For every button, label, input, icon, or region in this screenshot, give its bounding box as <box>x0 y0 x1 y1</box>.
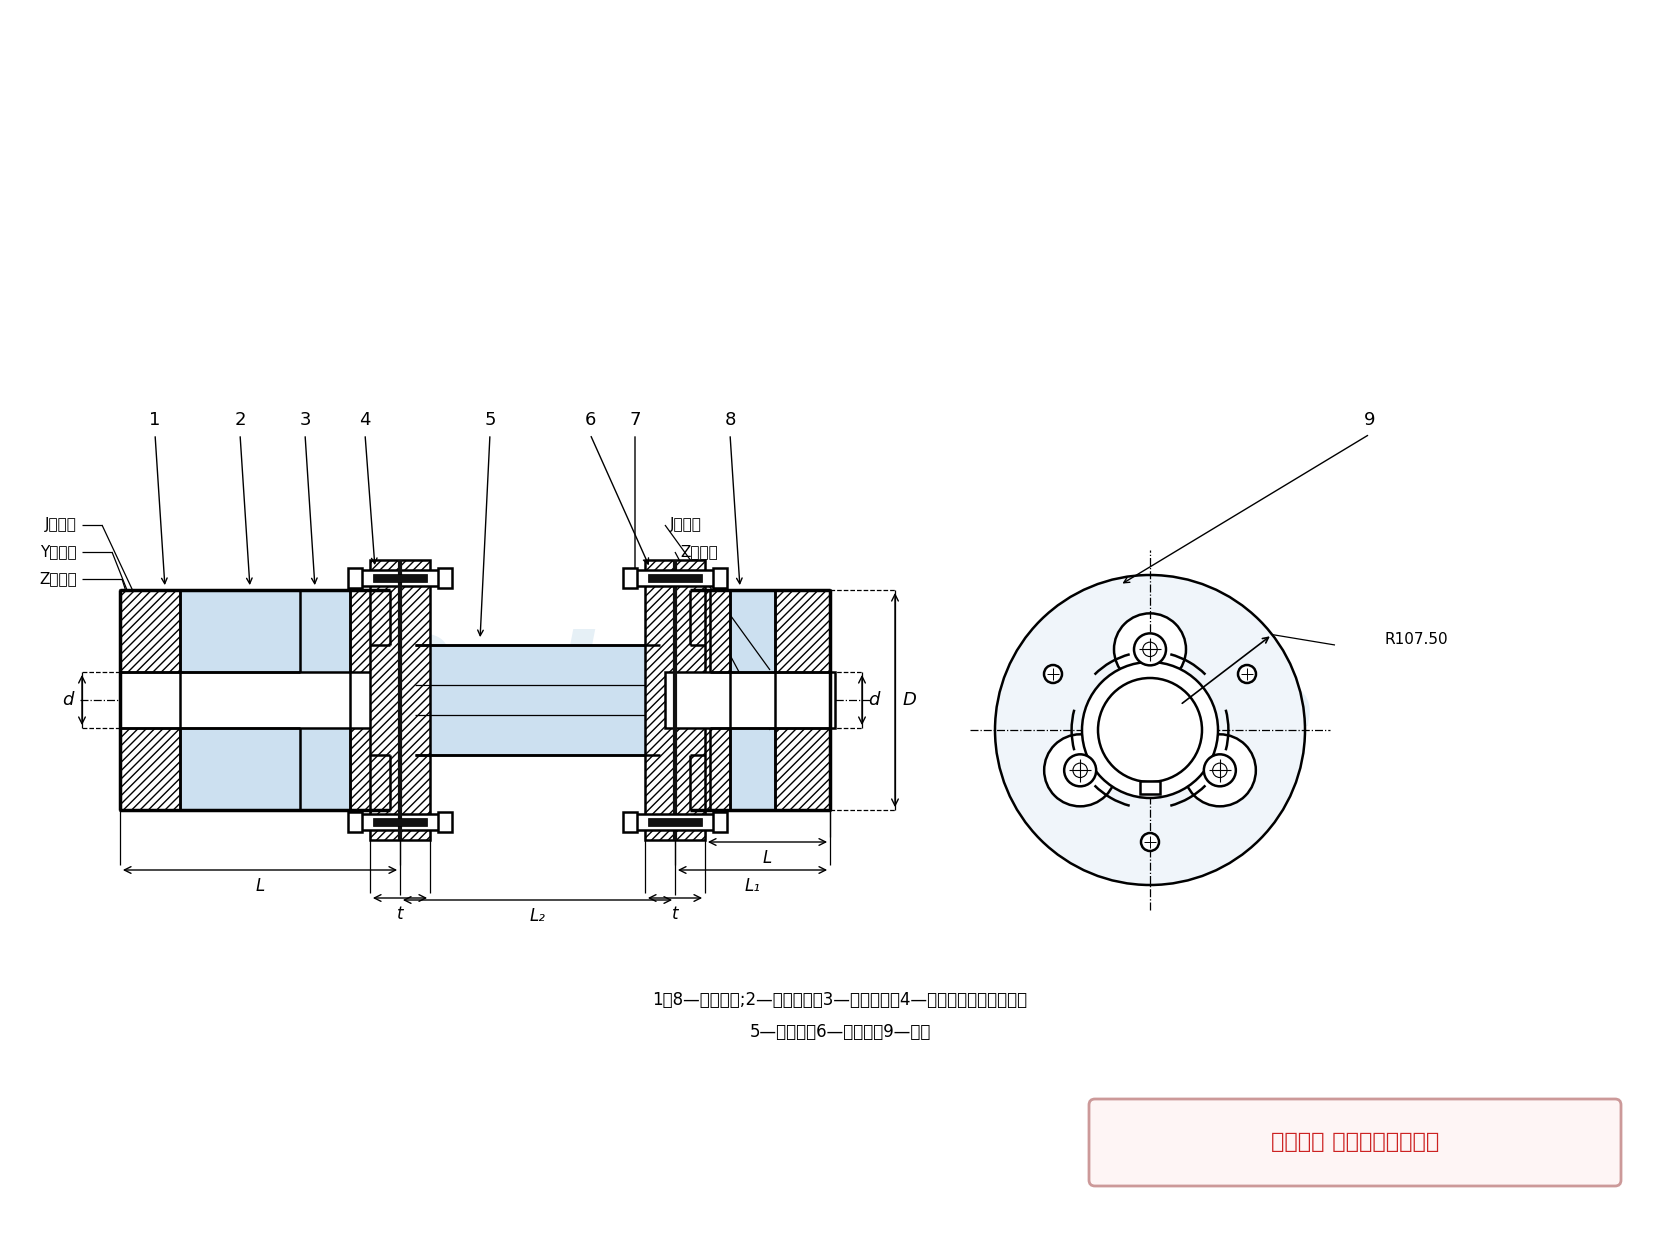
Bar <box>648 575 702 582</box>
Text: 1: 1 <box>150 411 161 428</box>
Text: ee: ee <box>1146 659 1315 780</box>
Bar <box>774 701 830 810</box>
Text: Z型轴孔: Z型轴孔 <box>680 544 717 559</box>
Bar <box>373 818 427 827</box>
Bar <box>665 672 835 728</box>
Bar <box>360 570 440 586</box>
Text: Z型轴孔: Z型轴孔 <box>39 572 77 586</box>
Bar <box>360 814 440 830</box>
Bar <box>690 701 731 810</box>
Bar <box>1141 781 1159 794</box>
Text: J型轴孔: J型轴孔 <box>670 518 702 533</box>
Circle shape <box>1045 735 1116 806</box>
Bar <box>119 590 180 701</box>
Text: L: L <box>255 877 265 895</box>
Bar <box>623 811 637 832</box>
Bar <box>635 814 716 830</box>
Bar <box>648 818 702 827</box>
Bar <box>373 575 427 582</box>
Text: 5: 5 <box>484 411 496 428</box>
Bar <box>712 568 727 588</box>
Circle shape <box>1082 662 1218 798</box>
Bar <box>415 645 660 755</box>
Text: 1、8—半联轴器;2—扣紧螺母；3—六角螺母；4—六角头铰制孔用螺栓；: 1、8—半联轴器;2—扣紧螺母；3—六角螺母；4—六角头铰制孔用螺栓； <box>652 992 1028 1009</box>
Circle shape <box>1141 833 1159 850</box>
Text: ////: //// <box>528 660 612 719</box>
Circle shape <box>1043 665 1062 683</box>
Circle shape <box>1114 614 1186 685</box>
Text: 8: 8 <box>724 411 736 428</box>
Text: 7: 7 <box>630 411 640 428</box>
Bar <box>645 559 706 840</box>
Text: J型轴孔: J型轴孔 <box>45 518 77 533</box>
Text: 6: 6 <box>585 411 596 428</box>
Bar <box>119 672 420 728</box>
FancyBboxPatch shape <box>1089 1099 1621 1186</box>
Text: d: d <box>869 690 880 709</box>
Bar <box>690 590 731 701</box>
Bar <box>438 811 452 832</box>
Text: t: t <box>672 905 679 924</box>
Circle shape <box>1205 755 1236 786</box>
Bar <box>712 811 727 832</box>
Text: 3: 3 <box>299 411 311 428</box>
Text: d: d <box>62 690 74 709</box>
Text: bee: bee <box>551 630 810 751</box>
Text: R107.50: R107.50 <box>1384 633 1448 648</box>
Text: Ro: Ro <box>363 630 538 751</box>
Text: L₂: L₂ <box>529 907 546 925</box>
Text: Y型轴孔: Y型轴孔 <box>40 544 77 559</box>
Circle shape <box>1099 678 1201 782</box>
Bar <box>119 701 180 810</box>
Text: 9: 9 <box>1364 411 1376 428</box>
Bar <box>348 811 361 832</box>
Bar <box>180 590 349 810</box>
Bar <box>438 568 452 588</box>
Circle shape <box>1134 634 1166 665</box>
Bar <box>623 568 637 588</box>
Text: L₁: L₁ <box>744 877 761 895</box>
Bar <box>348 568 361 588</box>
Bar <box>349 701 390 810</box>
Circle shape <box>995 575 1305 885</box>
Bar <box>635 570 716 586</box>
Bar <box>349 590 390 701</box>
Circle shape <box>1063 755 1095 786</box>
Bar <box>119 672 385 728</box>
Bar <box>370 559 430 840</box>
Bar <box>731 590 774 810</box>
Text: L: L <box>763 849 773 867</box>
Text: D: D <box>902 690 916 709</box>
Circle shape <box>1184 735 1257 806</box>
Text: t: t <box>396 905 403 924</box>
Circle shape <box>1238 665 1257 683</box>
Text: 4: 4 <box>360 411 371 428</box>
Text: 2: 2 <box>234 411 245 428</box>
Text: 版权所有 侵权必被严厉追究: 版权所有 侵权必被严厉追究 <box>1270 1133 1440 1153</box>
Bar <box>774 590 830 701</box>
Text: 5—中间轴；6—支承圈；9—膜片: 5—中间轴；6—支承圈；9—膜片 <box>749 1023 931 1041</box>
